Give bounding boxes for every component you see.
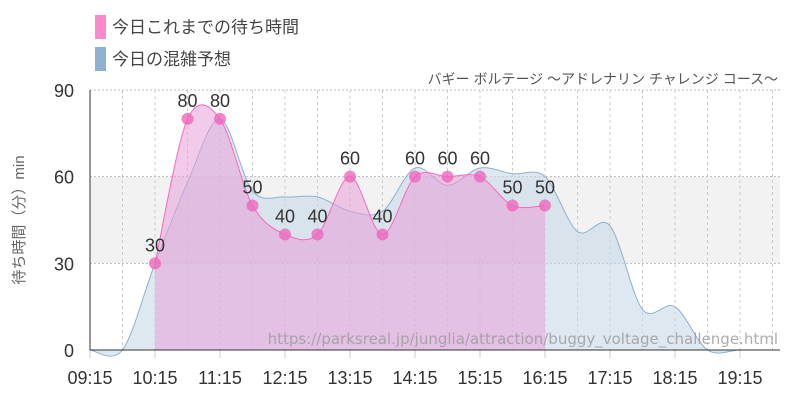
actual-point: [344, 170, 356, 183]
data-label: 50: [502, 178, 522, 198]
actual-point: [376, 228, 389, 241]
legend-swatch-actual: [95, 15, 106, 39]
x-tick-label: 12:15: [262, 368, 307, 388]
x-tick-label: 14:15: [392, 368, 437, 388]
x-tick-label: 17:15: [587, 368, 632, 388]
legend-swatch-forecast: [95, 47, 106, 71]
data-label: 60: [470, 149, 490, 169]
y-tick-label: 90: [54, 81, 74, 101]
x-tick-label: 16:15: [522, 368, 567, 388]
actual-area: [155, 104, 545, 350]
actual-point: [279, 228, 291, 241]
y-tick-label: 0: [64, 341, 74, 361]
legend-label-forecast: 今日の混雑予想: [112, 50, 231, 69]
x-tick-label: 13:15: [327, 368, 372, 388]
x-tick-label: 11:15: [198, 368, 242, 388]
y-tick-label: 30: [54, 254, 74, 274]
data-label: 30: [145, 235, 165, 255]
data-label: 80: [210, 91, 230, 111]
actual-point: [214, 112, 226, 125]
actual-point: [441, 170, 454, 183]
actual-point: [149, 257, 161, 270]
actual-point: [474, 170, 486, 183]
actual-point: [409, 170, 421, 183]
x-tick-label: 10:15: [132, 368, 177, 388]
legend-label-actual: 今日これまでの待ち時間: [112, 18, 299, 37]
watermark: https://parksreal.jp/junglia/attraction/…: [268, 330, 778, 349]
data-label: 60: [405, 149, 425, 169]
x-tick-label: 19:15: [717, 368, 762, 388]
x-tick-label: 15:15: [457, 368, 502, 388]
actual-point: [181, 112, 194, 125]
data-label: 50: [535, 178, 555, 198]
chart-title: バギー ボルテージ 〜アドレナリン チャレンジ コース〜: [428, 71, 778, 87]
x-tick-label: 18:15: [652, 368, 697, 388]
data-label: 40: [307, 206, 327, 226]
data-label: 40: [275, 206, 295, 226]
data-label: 60: [437, 149, 457, 169]
actual-point: [539, 199, 551, 212]
data-label: 40: [372, 206, 392, 226]
actual-point: [246, 199, 259, 212]
data-label: 80: [177, 91, 197, 111]
x-tick-label: 09:15: [67, 368, 112, 388]
y-axis-label: 待ち時間（分）min: [11, 155, 28, 284]
data-label: 50: [242, 178, 262, 198]
actual-point: [506, 199, 519, 212]
data-label: 60: [340, 149, 360, 169]
y-tick-label: 60: [54, 168, 74, 188]
actual-point: [311, 228, 324, 241]
